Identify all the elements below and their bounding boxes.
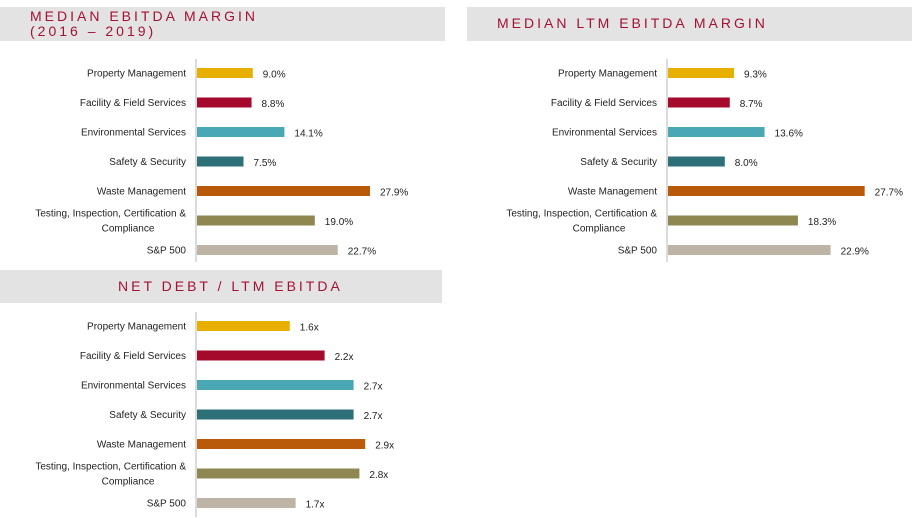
data-label: 2.9x — [375, 441, 394, 452]
bar — [668, 186, 865, 196]
category-label: Testing, Inspection, Certification & Comp… — [506, 209, 657, 235]
bar — [197, 439, 366, 449]
category-label: S&P 500 — [618, 246, 658, 257]
chart-panel-median-ebitda-margin: MEDIAN EBITDA MARGIN (2016 – 2019) Prope… — [0, 0, 445, 262]
bar — [197, 498, 296, 508]
data-label: 14.1% — [294, 129, 322, 140]
data-label: 13.6% — [775, 129, 803, 140]
bar — [197, 409, 354, 420]
category-label: Property Management — [87, 69, 186, 80]
category-label: Property Management — [87, 322, 186, 333]
bar — [668, 215, 798, 226]
category-label: Property Management — [558, 69, 657, 80]
category-label: Safety & Security — [109, 410, 186, 421]
median-ltm-ebitda-margin-chart: Property Management 9.3% Facility & Field … — [506, 59, 903, 262]
category-label: Environmental Services — [81, 128, 186, 139]
bar — [197, 68, 253, 78]
data-label: 9.3% — [744, 70, 767, 81]
data-label: 19.0% — [325, 217, 353, 228]
bar — [668, 245, 831, 255]
data-label: 18.3% — [808, 217, 836, 228]
category-label: Facility & Field Services — [551, 98, 657, 109]
data-label: 9.0% — [263, 70, 286, 81]
chart-title-line: NET DEBT / LTM EBITDA — [118, 278, 343, 294]
data-label: 7.5% — [254, 158, 277, 169]
category-label: Environmental Services — [81, 381, 186, 392]
chart-title-line: MEDIAN EBITDA MARGIN — [30, 8, 259, 24]
data-label: 8.0% — [735, 158, 758, 169]
category-label: Testing, Inspection, Certification & Comp… — [35, 462, 186, 488]
category-label: Safety & Security — [580, 157, 657, 168]
data-label: 27.9% — [380, 188, 408, 199]
net-debt-ltm-ebitda-chart: Property Management 1.6x Facility & Field … — [35, 312, 394, 517]
data-label: 22.9% — [841, 247, 869, 258]
bar — [668, 97, 730, 108]
bar — [668, 127, 765, 137]
median-ebitda-margin-chart: Property Management 9.0% Facility & Field … — [35, 59, 408, 262]
category-label: Testing, Inspection, Certification & Comp… — [35, 209, 186, 235]
category-label: Facility & Field Services — [80, 351, 186, 362]
bar — [668, 68, 735, 78]
data-label: 2.8x — [369, 470, 388, 481]
category-label: S&P 500 — [147, 246, 187, 257]
bar — [197, 127, 285, 137]
chart-title-line: (2016 – 2019) — [30, 23, 157, 39]
data-label: 8.8% — [262, 99, 285, 110]
data-label: 27.7% — [875, 188, 903, 199]
bar — [197, 380, 354, 390]
chart-panel-median-ltm-ebitda-margin: MEDIAN LTM EBITDA MARGIN Property Manage… — [467, 0, 912, 262]
bar — [197, 321, 290, 331]
chart-title: NET DEBT / LTM EBITDA — [0, 270, 442, 303]
bar — [197, 215, 315, 226]
category-label: Environmental Services — [552, 128, 657, 139]
bar — [197, 245, 338, 255]
category-label: Facility & Field Services — [80, 98, 186, 109]
data-label: 1.7x — [306, 500, 325, 511]
data-label: 2.2x — [335, 352, 354, 363]
category-label: Waste Management — [97, 187, 186, 198]
chart-panel-net-debt-ltm-ebitda: NET DEBT / LTM EBITDA Property Managemen… — [0, 270, 445, 518]
bar — [197, 156, 244, 167]
bar — [197, 186, 370, 196]
chart-title: MEDIAN LTM EBITDA MARGIN — [467, 7, 912, 41]
data-label: 8.7% — [740, 99, 763, 110]
chart-title-line: MEDIAN LTM EBITDA MARGIN — [497, 15, 768, 31]
data-label: 2.7x — [364, 382, 383, 393]
category-label: S&P 500 — [147, 499, 187, 510]
bar — [197, 350, 325, 361]
category-label: Waste Management — [97, 440, 186, 451]
data-label: 1.6x — [300, 323, 319, 334]
bar — [197, 468, 360, 479]
bar — [197, 97, 252, 108]
category-label: Safety & Security — [109, 157, 186, 168]
data-label: 2.7x — [364, 411, 383, 422]
chart-title: MEDIAN EBITDA MARGIN (2016 – 2019) — [0, 7, 445, 41]
data-label: 22.7% — [348, 247, 376, 258]
bar — [668, 156, 725, 167]
category-label: Waste Management — [568, 187, 657, 198]
